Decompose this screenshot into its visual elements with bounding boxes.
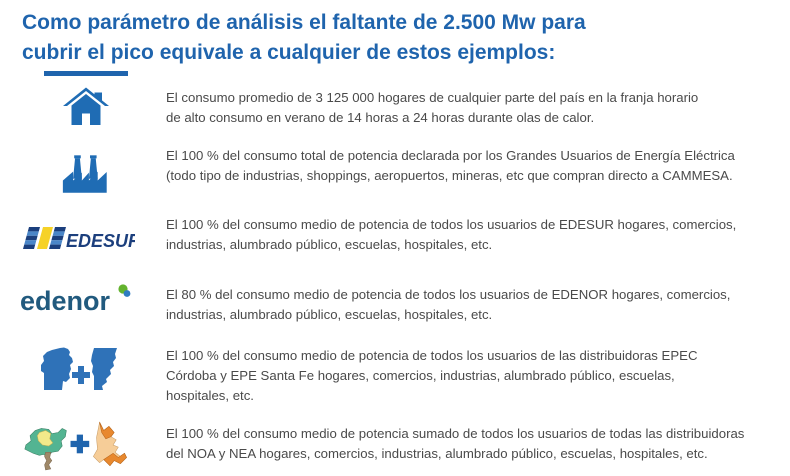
svg-text:EDESUR: EDESUR — [66, 231, 135, 251]
svg-text:edenor: edenor — [20, 286, 111, 316]
